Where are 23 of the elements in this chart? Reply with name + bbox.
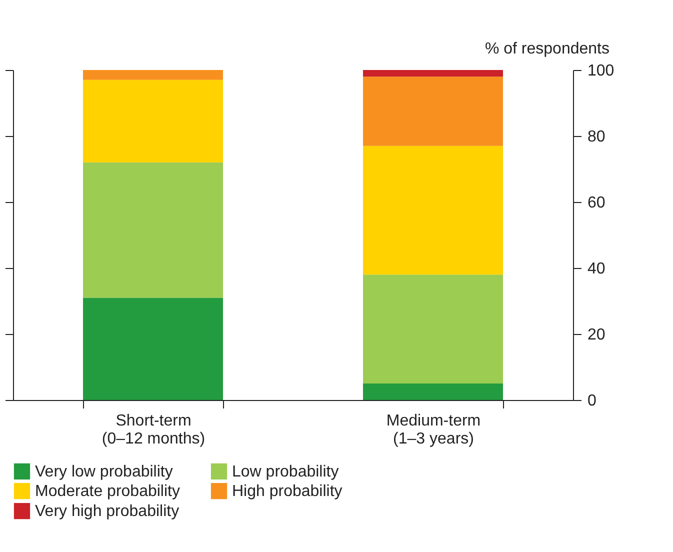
y-tick-label: 40 [588,260,606,278]
legend-label: Low probability [232,463,339,480]
bar [83,70,223,80]
bar [363,274,503,384]
bar [363,76,503,146]
bar [83,298,223,400]
bar [83,162,223,298]
bar [83,80,223,162]
y-axis-title: % of respondents [484,40,610,58]
y-tick-label: 20 [588,326,606,344]
bar [363,384,503,400]
legend-label: Very high probability [35,503,180,520]
legend-label: High probability [232,483,342,500]
x-tick-label: Short-term (0–12 months) [102,412,206,448]
legend-label: Moderate probability [35,483,180,500]
y-tick-label: 0 [588,392,596,410]
bar [363,146,503,275]
bar [363,70,503,77]
y-tick-label: 80 [588,128,606,146]
y-tick-label: 100 [588,62,614,80]
y-tick-label: 60 [588,194,606,212]
legend-label: Very low probability [35,463,173,480]
x-tick-label: Medium-term (1–3 years) [386,412,481,448]
